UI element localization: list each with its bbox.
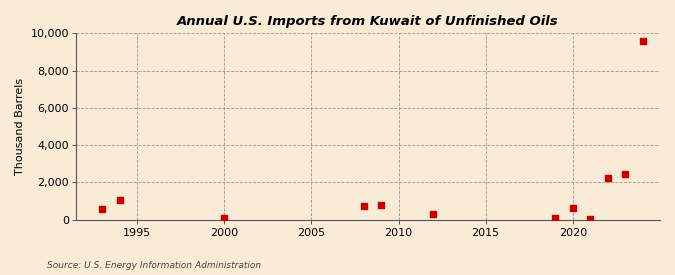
Point [97, 207, 107, 211]
Point [602, 175, 613, 180]
Point [114, 198, 125, 202]
Point [428, 212, 439, 216]
Point [585, 216, 595, 221]
Title: Annual U.S. Imports from Kuwait of Unfinished Oils: Annual U.S. Imports from Kuwait of Unfin… [177, 15, 559, 28]
Point [358, 203, 369, 208]
Point [550, 215, 561, 220]
Point [568, 205, 578, 210]
Text: Source: U.S. Energy Information Administration: Source: U.S. Energy Information Administ… [47, 260, 261, 270]
Point [219, 216, 230, 221]
Point [637, 39, 648, 43]
Point [620, 172, 630, 177]
Y-axis label: Thousand Barrels: Thousand Barrels [15, 78, 25, 175]
Point [376, 202, 387, 207]
